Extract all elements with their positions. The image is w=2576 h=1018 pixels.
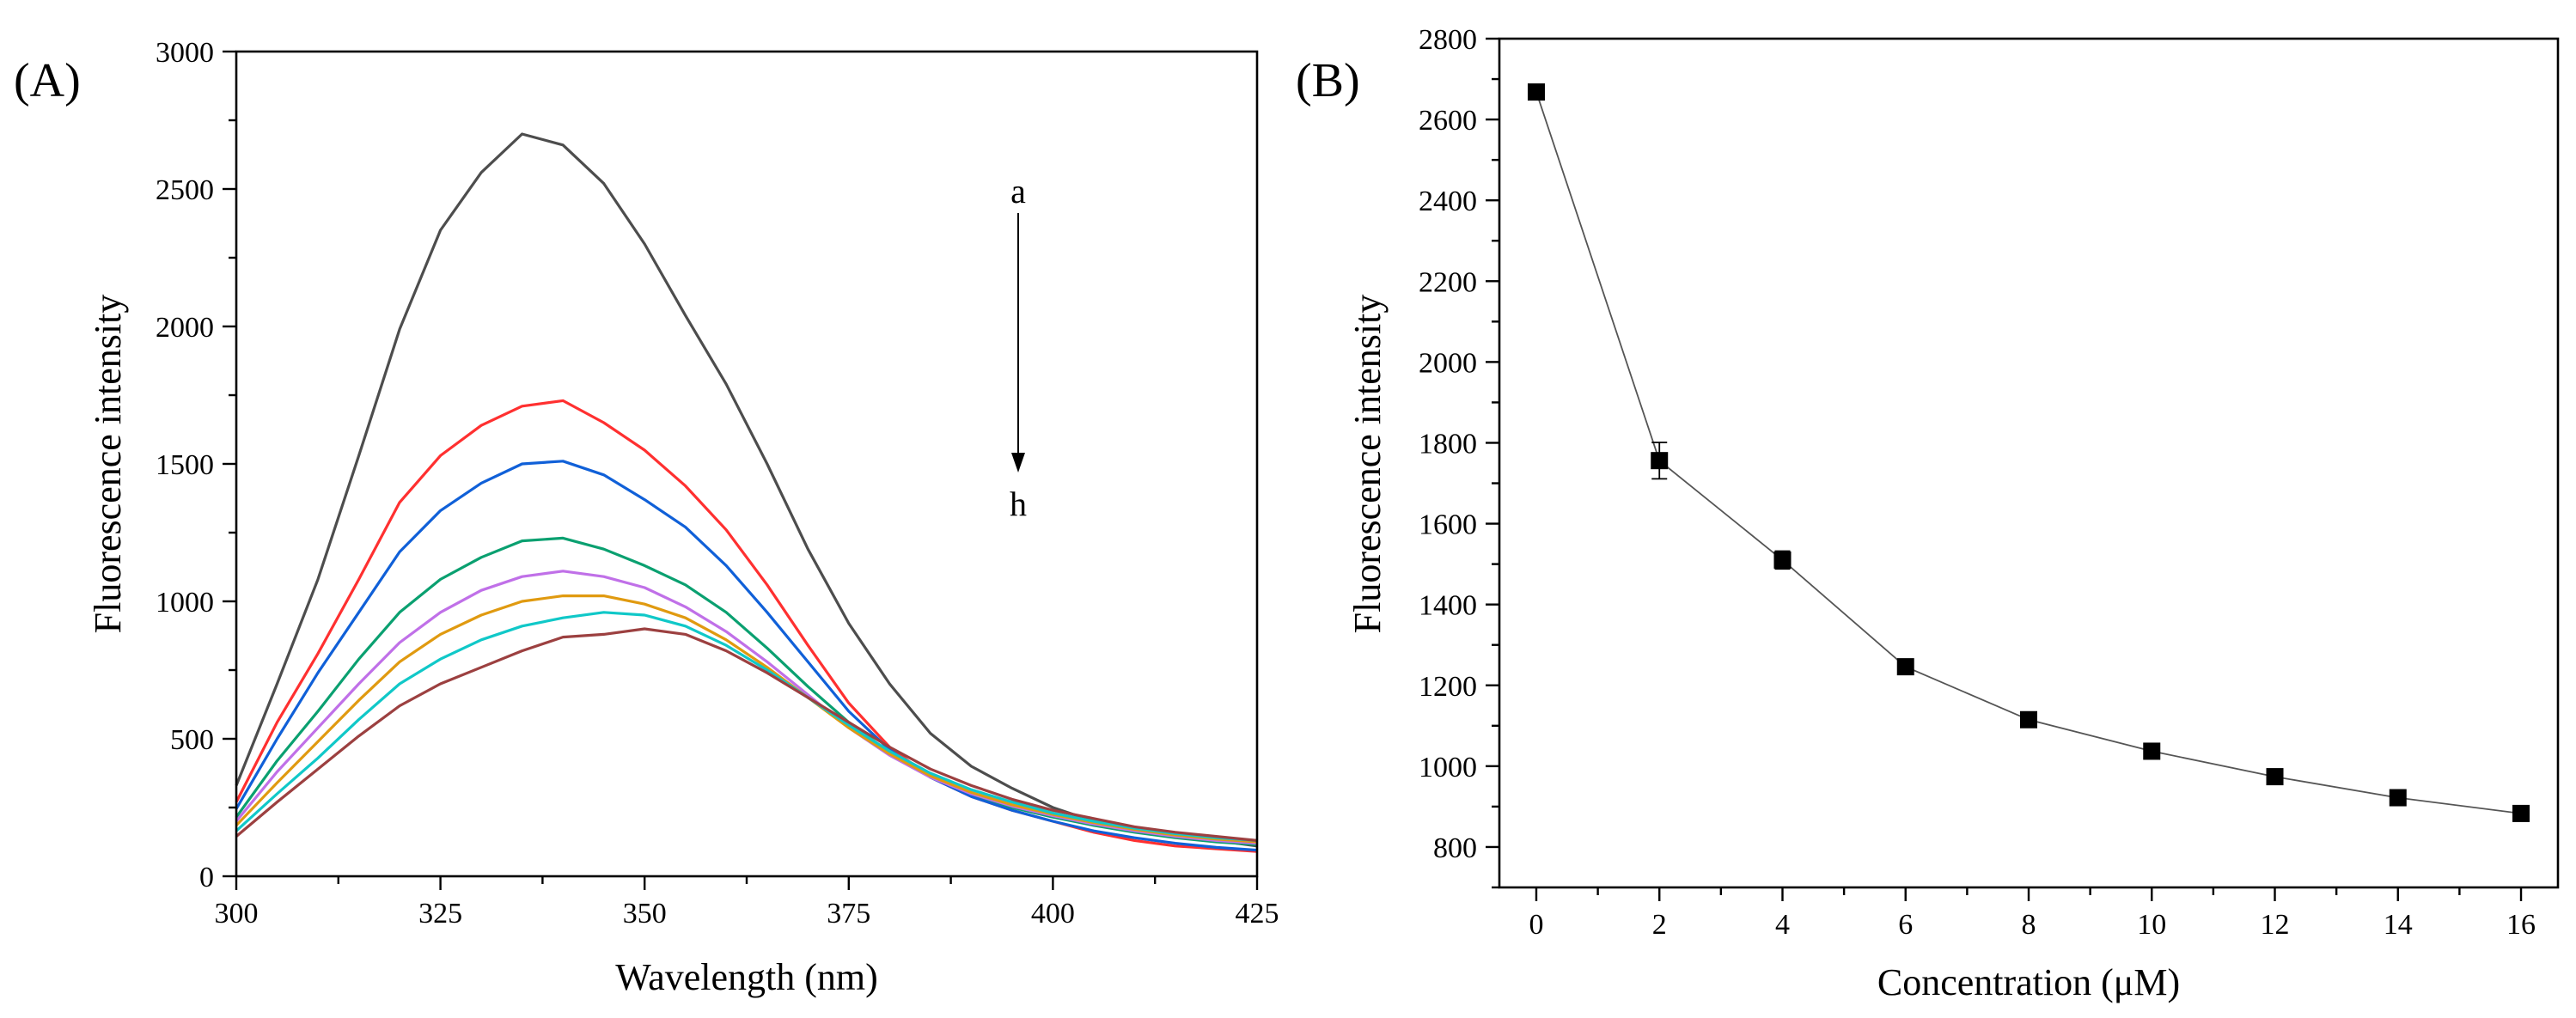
- panel-a-x-tick-label: 375: [827, 898, 870, 930]
- data-point-marker: [1527, 83, 1545, 101]
- panel-a-x-tick-label: 400: [1031, 898, 1075, 930]
- panel-b-x-tick-label: 10: [2137, 909, 2166, 941]
- data-point-marker: [1773, 551, 1792, 569]
- panel-b-y-tick-label: 1000: [1419, 752, 1477, 783]
- annotation-label-a: a: [1010, 172, 1026, 210]
- panel-a-x-tick-label: 350: [623, 898, 667, 930]
- spectrum-line-f: [235, 594, 1258, 844]
- panel-b-series-group: [1527, 83, 2530, 822]
- data-point-marker: [2143, 742, 2161, 760]
- panel-a-ticks: 300 325 350 375 400 425 0 500 1000 1500 2000 2500 30…: [156, 37, 1279, 930]
- panel-a-series-group: [235, 132, 1258, 853]
- spectrum-line-h: [235, 627, 1258, 842]
- panel-a-chart: (A) 300 325 350 375 400 425 0 500 1000 1500 2000 25…: [14, 37, 1279, 998]
- panel-a-y-tick-label: 0: [199, 862, 214, 893]
- data-point-marker: [2389, 789, 2407, 807]
- concentration-connector-line: [1535, 91, 2522, 814]
- panel-b-x-axis-label: Concentration (μM): [1877, 961, 2180, 1003]
- panel-b-y-tick-label: 1600: [1419, 509, 1477, 541]
- panel-b-y-tick-label: 800: [1433, 832, 1477, 864]
- panel-b-y-tick-label: 1400: [1419, 590, 1477, 622]
- panel-b-chart: (B) 0 2 4 6 8 10 12 14 16 800 1000 1200 1400 1600 1800…: [1296, 24, 2560, 1003]
- panel-b-ticks: 0 2 4 6 8 10 12 14 16 800 1000 1200 1400 1600 1800 2000…: [1419, 24, 2536, 941]
- spectrum-line-g: [235, 611, 1258, 842]
- panel-b-y-tick-label: 1800: [1419, 428, 1477, 460]
- panel-b-x-tick-label: 6: [1898, 909, 1913, 941]
- panel-b-label: (B): [1296, 54, 1360, 107]
- panel-a-x-tick-label: 425: [1236, 898, 1279, 930]
- panel-b-x-tick-label: 0: [1529, 909, 1543, 941]
- panel-b-y-tick-label: 2800: [1419, 24, 1477, 56]
- panel-a-y-tick-label: 500: [170, 724, 214, 756]
- panel-b-x-tick-label: 12: [2261, 909, 2290, 941]
- panel-b-y-tick-label: 1200: [1419, 671, 1477, 703]
- panel-b-x-tick-label: 16: [2506, 909, 2536, 941]
- panel-a-y-tick-label: 1500: [156, 449, 214, 481]
- data-point-marker: [1896, 658, 1914, 676]
- panel-b-x-tick-label: 8: [2022, 909, 2036, 941]
- panel-b-y-tick-label: 2600: [1419, 105, 1477, 137]
- panel-a-label: (A): [14, 54, 81, 107]
- panel-a-y-tick-label: 1000: [156, 587, 214, 619]
- panel-a-y-axis-label: Fluorescence intensity: [87, 295, 129, 634]
- spectrum-line-c: [235, 460, 1258, 852]
- annotation-label-h: h: [1010, 485, 1027, 523]
- panel-b-y-tick-label: 2400: [1419, 186, 1477, 217]
- panel-a-plot-frame: [235, 50, 1259, 878]
- annotation-arrow-head: [1011, 453, 1025, 472]
- panel-b-x-tick-label: 14: [2384, 909, 2413, 941]
- panel-a-x-tick-label: 300: [215, 898, 259, 930]
- panel-a-y-tick-label: 2000: [156, 312, 214, 344]
- panel-a-y-tick-label: 3000: [156, 37, 214, 69]
- data-point-marker: [1651, 452, 1669, 470]
- panel-b-plot-frame: [1498, 37, 2560, 889]
- panel-b-x-tick-label: 2: [1652, 909, 1667, 941]
- data-point-marker: [2020, 710, 2037, 728]
- spectrum-line-e: [235, 570, 1258, 845]
- data-point-marker: [2512, 804, 2530, 822]
- spectrum-line-a: [235, 132, 1258, 848]
- data-point-marker: [2266, 768, 2284, 786]
- panel-a-x-tick-label: 325: [418, 898, 462, 930]
- panel-a-x-axis-label: Wavelength (nm): [615, 956, 878, 998]
- panel-b-y-tick-label: 2000: [1419, 347, 1477, 379]
- panel-b-x-tick-label: 4: [1775, 909, 1790, 941]
- panel-b-y-tick-label: 2200: [1419, 266, 1477, 298]
- panel-b-y-axis-label: Fluorescence intensity: [1346, 295, 1389, 634]
- panel-a-y-tick-label: 2500: [156, 174, 214, 206]
